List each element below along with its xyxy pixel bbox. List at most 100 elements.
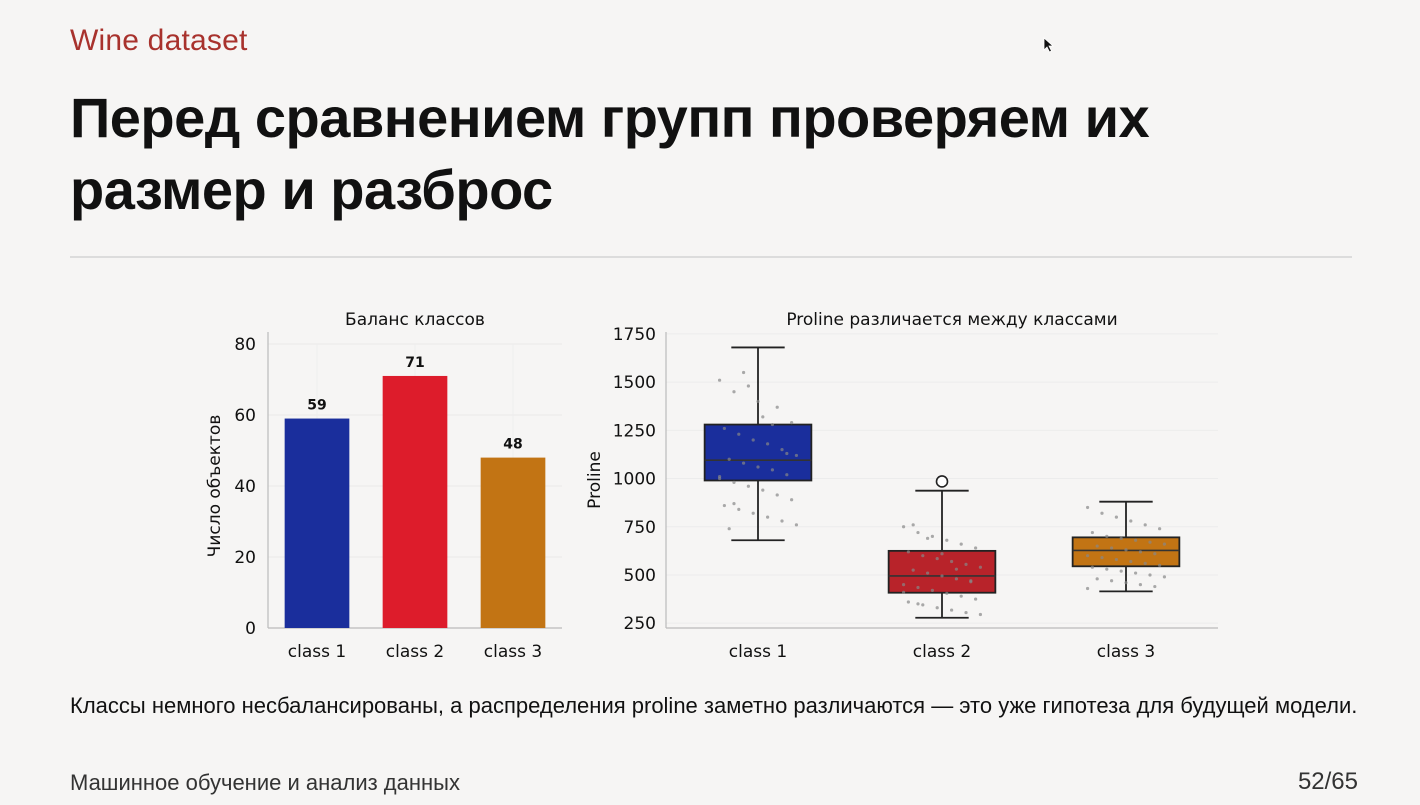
bar-ytick-label: 60 (234, 406, 256, 426)
box-jitter-point (935, 606, 939, 610)
box-jitter-point (737, 432, 741, 436)
box-jitter-point (911, 523, 915, 527)
box-jitter-point (1129, 559, 1133, 564)
box-y-axis-label: Proline (585, 451, 605, 509)
bar-chart-title: Баланс классов (345, 310, 485, 330)
class-balance-chart: Баланс классов 0 20 40 60 80 59 class 1 71 class … (205, 310, 562, 662)
bar-data-label: 48 (503, 437, 522, 453)
box-jitter-point (770, 468, 775, 472)
bar-ytick-label: 0 (245, 619, 256, 639)
box-jitter-point (978, 612, 983, 617)
box-jitter-point (732, 390, 736, 394)
box-jitter-point (921, 603, 925, 607)
box-jitter-point (911, 568, 915, 572)
box-jitter-point (901, 583, 906, 587)
box-jitter-point (732, 502, 736, 506)
box-jitter-point (1153, 552, 1157, 556)
bar-xtick-label: class 2 (386, 642, 444, 662)
box-jitter-point (751, 438, 755, 442)
box-jitter-point (916, 585, 920, 590)
box-jitter-point (1134, 571, 1138, 575)
box-class-1 (703, 423, 813, 482)
box-jitter-point (930, 534, 934, 539)
box-jitter-point (1162, 542, 1167, 546)
bar-xtick-label: class 1 (288, 642, 346, 662)
box-jitter-point (959, 594, 963, 598)
box-jitter-point (925, 571, 930, 575)
box-xtick-label: class 1 (729, 642, 787, 662)
box-jitter-point (1114, 557, 1118, 562)
box-jitter-point (722, 426, 726, 431)
bar-xtick-label: class 3 (484, 642, 542, 662)
box-jitter-point (1100, 511, 1104, 515)
box-jitter-point (1153, 584, 1157, 589)
box-jitter-point (964, 610, 968, 615)
box-ytick-label: 1750 (613, 325, 656, 345)
box-jitter-point (974, 597, 978, 601)
bar-class-2 (382, 375, 448, 628)
box-jitter-point (727, 457, 731, 461)
box-jitter-point (959, 542, 963, 546)
box-jitter-point (775, 493, 779, 497)
box-jitter-point (756, 465, 760, 469)
bar-ytick-label: 40 (234, 477, 256, 497)
box-jitter-point (935, 556, 939, 561)
box-jitter-point (1119, 536, 1123, 540)
box-jitter-point (751, 511, 755, 515)
box-jitter-point (901, 590, 906, 594)
box-jitter-point (741, 461, 746, 465)
box-jitter-point (756, 399, 760, 404)
box-jitter-point (1134, 538, 1138, 542)
box-jitter-point (1085, 505, 1090, 510)
slide-title: Перед сравнением групп проверяем их разм… (70, 86, 1150, 221)
box-jitter-point (790, 421, 794, 425)
box-jitter-point (978, 565, 983, 569)
box-ytick-label: 250 (624, 614, 656, 634)
box-jitter-point (969, 579, 973, 583)
box-jitter-point (1095, 577, 1099, 581)
divider (70, 256, 1352, 258)
box-jitter-point (1109, 546, 1114, 550)
box-jitter-point (964, 562, 968, 566)
box-jitter-point (727, 527, 731, 531)
course-name: Машинное обучение и анализ данных (70, 770, 460, 795)
box-jitter-point (794, 523, 799, 527)
box-jitter-point (746, 484, 750, 488)
box-jitter-point (794, 453, 799, 458)
box-chart-title: Proline различается между классами (786, 310, 1117, 330)
box-jitter-point (906, 600, 910, 604)
box-jitter-point (1143, 523, 1147, 527)
box-jitter-point (974, 546, 978, 550)
box-jitter-point (925, 536, 930, 540)
box-jitter-point (1148, 573, 1152, 577)
box-jitter-point (785, 473, 789, 477)
box-jitter-point (717, 475, 722, 479)
box-jitter-point (1119, 569, 1123, 573)
box-ytick-label: 1000 (613, 470, 656, 490)
page-number: 52/65 (1297, 768, 1358, 795)
box-jitter-point (945, 591, 949, 595)
slide-kicker: Wine dataset (70, 24, 248, 57)
box-jitter-point (954, 567, 959, 571)
box-class-3 (1071, 536, 1181, 568)
box-jitter-point (1085, 554, 1090, 558)
box-jitter-point (1129, 519, 1133, 523)
box-jitter-point (1090, 530, 1094, 535)
box-jitter-point (1143, 561, 1147, 566)
box-jitter-point (1114, 515, 1118, 519)
box-jitter-point (1095, 544, 1099, 548)
box-jitter-point (1138, 550, 1143, 554)
box-jitter-point (901, 525, 906, 529)
box-jitter-point (940, 574, 944, 578)
proline-boxplot-chart: Proline различается между классами 250 500… (585, 310, 1218, 662)
box-ytick-label: 1250 (613, 421, 656, 441)
box-jitter-point (1148, 540, 1152, 544)
box-jitter-point (1085, 586, 1090, 591)
slide-caption: Классы немного несбалансированы, а распр… (70, 693, 1358, 718)
bar-data-label: 59 (307, 398, 326, 414)
mouse-cursor-icon (1043, 37, 1055, 53)
box-jitter-point (945, 538, 949, 542)
box-jitter-point (916, 530, 920, 535)
box-jitter-point (916, 602, 920, 606)
box-jitter-point (761, 488, 765, 492)
